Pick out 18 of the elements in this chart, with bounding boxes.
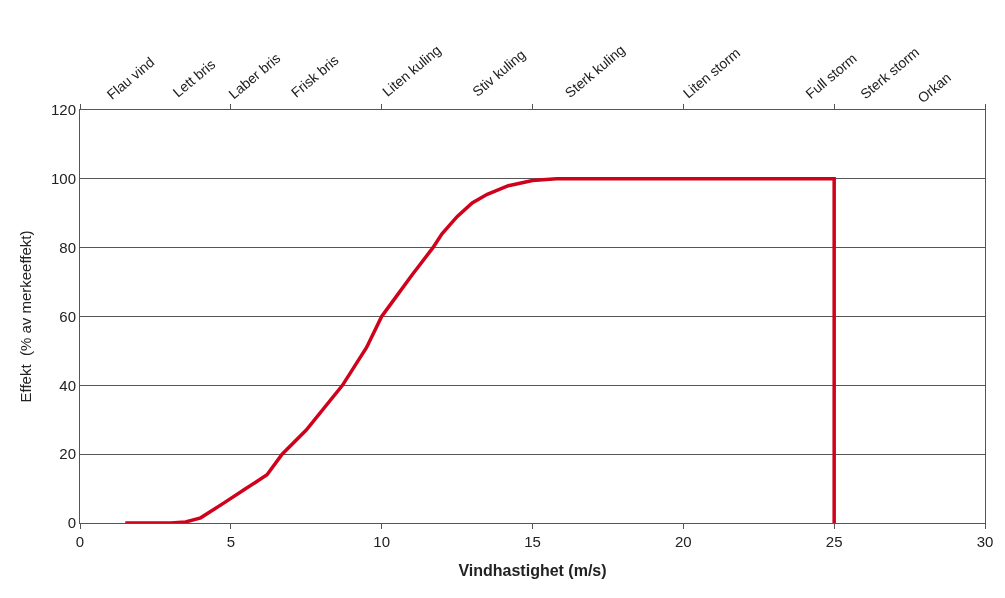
text: Lett bris — [169, 56, 219, 101]
x-tick-label: 5 — [226, 533, 235, 550]
y-tick-label: 0 — [67, 514, 76, 532]
x-tick-label: 10 — [373, 533, 391, 550]
y-tick-label: 100 — [50, 170, 76, 188]
y-axis-title: Effekt (% av merkeeffekt) — [17, 230, 35, 403]
line-series — [123, 177, 836, 523]
y-tick-label: 120 — [50, 101, 76, 119]
y-tick-label: 20 — [59, 445, 76, 463]
x-tick-label: 30 — [976, 533, 994, 550]
y-tick-label: 80 — [59, 238, 76, 256]
x-tick-label: 20 — [674, 533, 692, 550]
x-tick-label: 25 — [825, 533, 843, 550]
x-tick-label: 15 — [524, 533, 541, 550]
y-tick-label: 40 — [59, 376, 76, 394]
text: Flau vind — [103, 53, 158, 103]
y-tick-label: 60 — [59, 307, 76, 325]
x-axis-title: Vindhastighet (m/s) — [458, 561, 607, 579]
